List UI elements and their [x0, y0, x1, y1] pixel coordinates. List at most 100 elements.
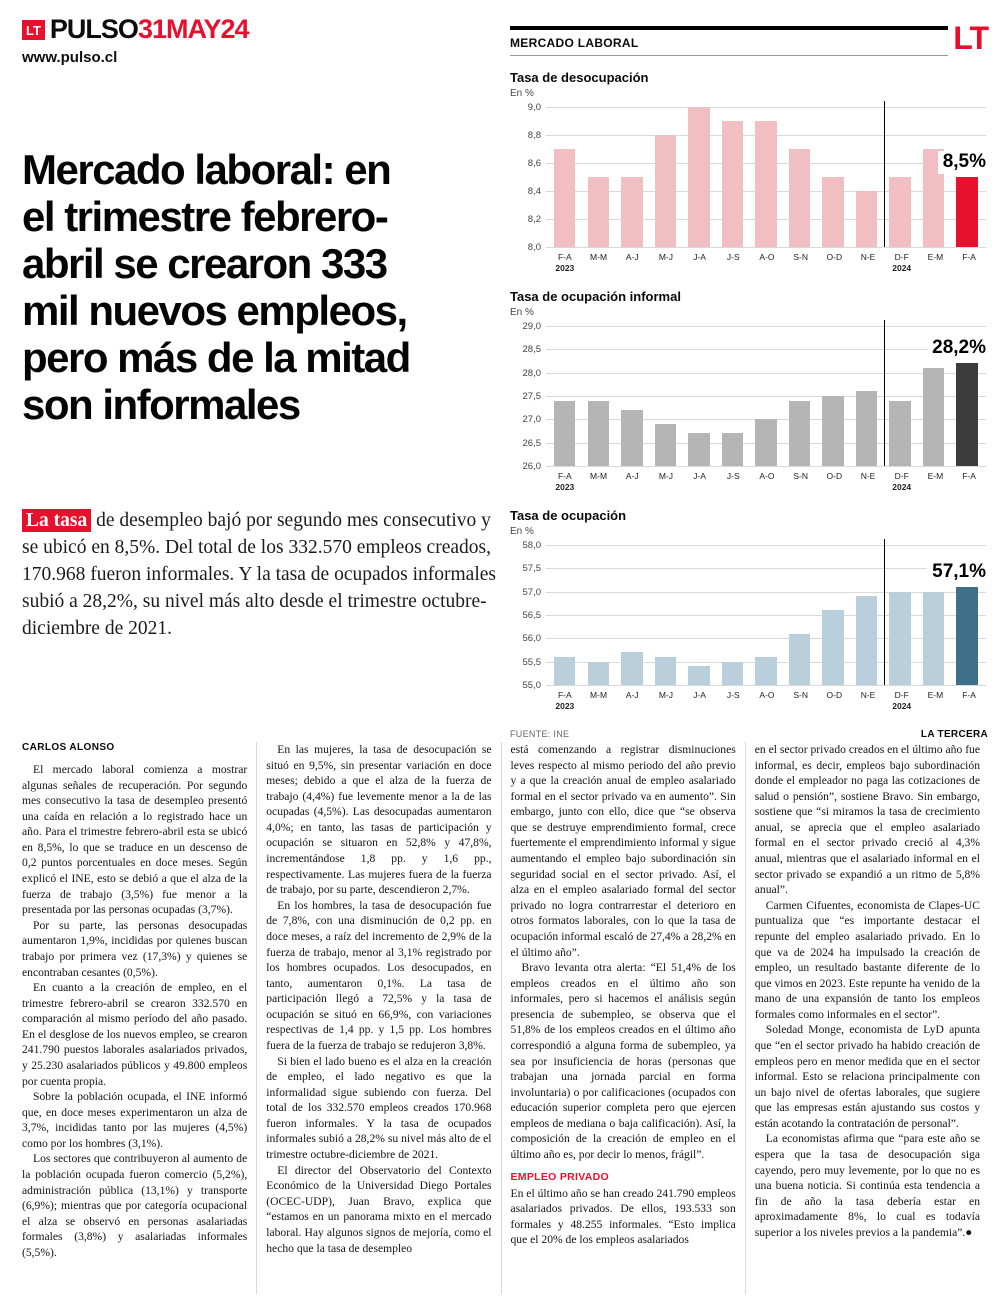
- paragraph: Los sectores que contribuyeron al aument…: [22, 1152, 248, 1259]
- y-tick-label: 57,0: [522, 586, 542, 598]
- plot-area: 9,0 8,8 8,6 8,4 8,2 8,0 8,5%: [528, 101, 986, 253]
- x-tick-label: O-D: [826, 689, 843, 700]
- bar-column: [883, 107, 917, 247]
- bar-column: [548, 107, 582, 247]
- bar: [587, 177, 610, 247]
- x-tick-label: F-A: [962, 470, 976, 481]
- bar-column: [816, 326, 850, 466]
- paragraph: Soledad Monge, economista de LyD apunta …: [754, 1023, 980, 1130]
- bar: [621, 652, 643, 685]
- column-4: en el sector privado creados en el últim…: [744, 742, 980, 1294]
- website-url: www.pulso.cl: [22, 49, 118, 66]
- y-tick-label: 26,5: [522, 437, 542, 449]
- bar-column: [649, 545, 683, 685]
- y-tick-label: 55,5: [522, 656, 542, 668]
- chart-unit-label: En %: [510, 306, 534, 318]
- paragraph: Sobre la población ocupada, el INE infor…: [22, 1090, 248, 1150]
- bar: [755, 656, 777, 685]
- bar: [822, 177, 844, 247]
- bar-column: [850, 326, 884, 466]
- edition-date: 31MAY24: [137, 14, 250, 44]
- gridline: 26,0: [523, 461, 986, 472]
- x-labels: F-A 2023 M-M A-J M-J J-A J-S A-O S-N O-D N-E D-F 202…: [546, 252, 988, 275]
- chart-tasa-ocupacion: Tasa de ocupación En % 58,0 57,5 57,0 56,5 5…: [510, 508, 988, 713]
- bar-column: [682, 107, 716, 247]
- bar-column: [716, 326, 750, 466]
- bar-column: [883, 326, 917, 466]
- paragraph: En los hombres, la tasa de desocupación …: [266, 898, 492, 1052]
- byline: CARLOS ALONSO: [22, 742, 115, 753]
- bars: [546, 545, 986, 685]
- y-tick-label: 55,0: [522, 679, 542, 691]
- x-tick-label: J-A: [693, 470, 706, 481]
- paragraph: Si bien el lado bueno es el alza en la c…: [266, 1054, 492, 1162]
- lede-text: de desempleo bajó por segundo mes consec…: [22, 510, 496, 639]
- value-label: 28,2%: [927, 337, 986, 361]
- bar-column: [615, 107, 649, 247]
- x-tick-label: F-A: [962, 689, 976, 700]
- bar: [956, 177, 978, 247]
- bar-column: [917, 107, 951, 247]
- x-tick-label: M-J: [658, 689, 673, 700]
- y-tick-label: 29,0: [522, 320, 542, 332]
- bar-column: [917, 326, 951, 466]
- y-tick-label: 27,5: [522, 390, 542, 402]
- bar-column: [950, 107, 984, 247]
- chart-title: Tasa de desocupación: [510, 70, 649, 85]
- bar: [654, 423, 677, 466]
- bar: [822, 610, 844, 685]
- bar: [721, 121, 744, 247]
- x-labels: F-A 2023 M-M A-J M-J J-A J-S A-O S-N O-D N-E D-F 202…: [546, 690, 988, 713]
- x-tick-label: D-F 2024: [892, 689, 912, 712]
- bar: [587, 661, 610, 685]
- x-tick-label: A-O: [759, 470, 775, 481]
- y-tick-label: 9,0: [527, 102, 541, 113]
- paragraph: La economistas afirma que “para este año…: [754, 1132, 980, 1239]
- x-tick-label: A-J: [625, 470, 639, 481]
- bar: [889, 591, 911, 685]
- la-tercera-logo: LT: [953, 20, 989, 56]
- column-1: CARLOS ALONSO El mercado laboral comienza…: [22, 742, 256, 1294]
- chart-tasa-ocupacion-informal: Tasa de ocupación informal En % 29,0 28,5…: [510, 289, 988, 494]
- y-tick-label: 8,6: [527, 158, 541, 169]
- x-tick-label: E-M: [927, 689, 944, 700]
- bar-column: [850, 545, 884, 685]
- value-label: 57,1%: [927, 560, 986, 584]
- bar-column: [582, 107, 616, 247]
- bar-column: [649, 107, 683, 247]
- bar-column: [749, 107, 783, 247]
- gridline: 29,0: [523, 321, 986, 332]
- bar-column: [783, 545, 817, 685]
- y-tick-label: 8,2: [527, 214, 541, 225]
- y-tick-label: 27,0: [522, 414, 542, 426]
- bar: [855, 391, 878, 466]
- x-tick-label: F-A: [962, 252, 976, 262]
- subheading: EMPLEO PRIVADO: [510, 1170, 610, 1183]
- x-tick-label: S-N: [793, 470, 808, 481]
- bar: [956, 586, 978, 685]
- y-tick-label: 57,5: [522, 563, 542, 575]
- x-tick-label: J-S: [726, 252, 740, 262]
- bar: [755, 419, 777, 466]
- x-tick-label: J-S: [726, 470, 740, 481]
- x-tick-label: S-N: [793, 252, 808, 262]
- x-tick-label: M-M: [590, 470, 608, 481]
- gridline: 56,0: [523, 633, 986, 644]
- bar-column: [548, 326, 582, 466]
- bar-column: [716, 107, 750, 247]
- column-2: En las mujeres, la tasa de desocupación …: [256, 742, 500, 1294]
- paragraph: El director del Observatorio del Context…: [266, 1163, 492, 1255]
- bar: [621, 177, 643, 247]
- bar: [855, 596, 878, 685]
- bar: [822, 395, 844, 466]
- bar-column: [682, 326, 716, 466]
- bar: [688, 666, 710, 685]
- bar: [922, 591, 945, 685]
- grid: 58,0 57,5 57,0 56,5 56,0 55,5 55,0: [523, 540, 986, 691]
- masthead: LT PULSO 31MAY24 www.pulso.cl: [22, 14, 250, 66]
- paragraph: Por su parte, las personas desocupadas a…: [22, 918, 248, 979]
- bar-column: [649, 326, 683, 466]
- lede: La tasa de desempleo bajó por segundo me…: [22, 508, 496, 643]
- bar-column: [582, 326, 616, 466]
